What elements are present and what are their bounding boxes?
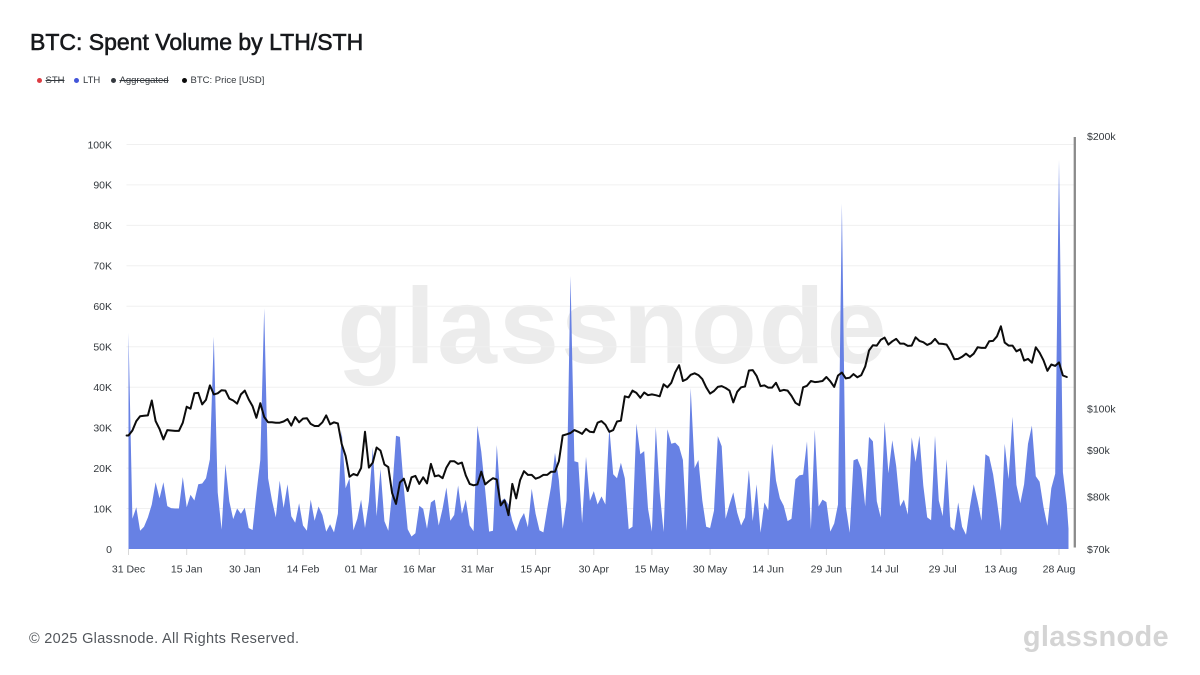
svg-text:100K: 100K [87,139,112,151]
svg-text:$90k: $90k [1087,445,1111,457]
svg-text:29 Jun: 29 Jun [811,564,843,576]
svg-text:40K: 40K [93,382,112,394]
svg-text:50K: 50K [93,342,112,354]
svg-text:01 Mar: 01 Mar [345,564,378,576]
svg-text:20K: 20K [93,463,112,475]
svg-text:29 Jul: 29 Jul [929,564,957,576]
svg-text:28 Aug: 28 Aug [1043,564,1076,576]
svg-text:15 May: 15 May [635,564,670,576]
svg-text:80K: 80K [93,220,112,232]
svg-text:60K: 60K [93,301,112,313]
svg-text:90K: 90K [93,180,112,192]
svg-text:$100k: $100k [1087,404,1116,416]
svg-text:$80k: $80k [1087,491,1111,503]
svg-text:30 Jan: 30 Jan [229,564,261,576]
svg-text:15 Apr: 15 Apr [520,564,551,576]
svg-text:14 Feb: 14 Feb [287,564,320,576]
svg-text:glassnode: glassnode [337,266,888,386]
svg-text:16 Mar: 16 Mar [403,564,436,576]
svg-text:10K: 10K [93,503,112,515]
svg-text:13 Aug: 13 Aug [985,564,1018,576]
svg-text:0: 0 [106,544,112,556]
svg-text:31 Dec: 31 Dec [112,564,145,576]
svg-text:31 Mar: 31 Mar [461,564,494,576]
svg-text:$70k: $70k [1087,544,1111,556]
svg-text:14 Jun: 14 Jun [752,564,784,576]
svg-text:14 Jul: 14 Jul [871,564,899,576]
svg-text:30 May: 30 May [693,564,728,576]
svg-text:30 Apr: 30 Apr [579,564,610,576]
svg-text:70K: 70K [93,261,112,273]
svg-text:15 Jan: 15 Jan [171,564,203,576]
svg-text:$200k: $200k [1087,131,1116,143]
svg-text:30K: 30K [93,422,112,434]
